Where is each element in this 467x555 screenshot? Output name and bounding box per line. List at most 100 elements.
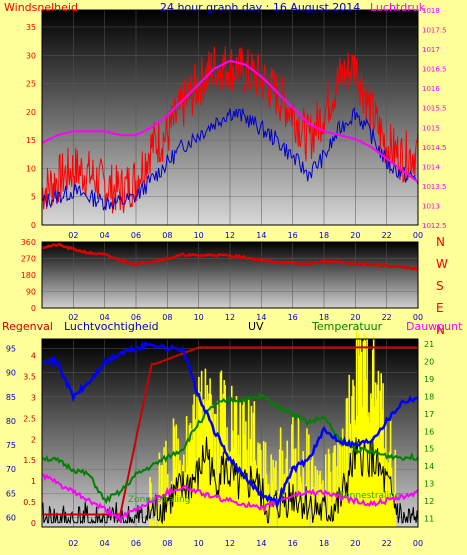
uv-bar	[262, 441, 265, 527]
uv-bar	[267, 483, 270, 527]
uv-bar	[188, 425, 191, 527]
uv-bar	[246, 467, 249, 527]
uv-bar	[355, 329, 358, 527]
uv-bar	[292, 449, 295, 527]
uv-bar	[225, 441, 227, 527]
uv-bar	[356, 415, 359, 527]
uv-bar	[235, 395, 238, 527]
uv-bar	[192, 404, 194, 527]
uv-bar	[387, 462, 390, 527]
uv-bar	[305, 484, 307, 527]
uv-bar	[351, 395, 353, 527]
rain-y-tick: 1	[31, 477, 36, 486]
temp-y-tick: 18	[424, 392, 434, 401]
uv-bar	[214, 414, 217, 527]
wind-x-tick: 20	[350, 231, 360, 240]
dir-x-tick: 10	[194, 313, 204, 322]
uv-bar	[174, 468, 177, 527]
bottom-x-tick: 10	[194, 539, 204, 548]
uv-bar	[181, 495, 183, 527]
uv-bar	[203, 419, 206, 527]
pressure-y-tick: 1013.5	[422, 183, 447, 191]
uv-bar	[264, 442, 267, 527]
uv-bar	[190, 428, 193, 527]
compass-letter-N: N	[436, 235, 445, 249]
uv-bar	[384, 473, 386, 527]
uv-bar	[207, 400, 210, 527]
pressure-y-tick: 1016	[422, 85, 440, 93]
uv-bar	[390, 467, 393, 527]
uv-bar	[209, 378, 211, 527]
uv-bar	[333, 446, 335, 527]
wind-x-tick: 22	[382, 231, 392, 240]
uv-bar	[304, 502, 306, 527]
temperature-axis-label: Temperatuur	[311, 320, 383, 333]
uv-bar	[204, 368, 207, 527]
uv-bar	[167, 505, 170, 527]
uv-bar	[179, 460, 181, 527]
rain-y-tick: 2.5	[23, 414, 36, 423]
uv-bar	[388, 451, 391, 527]
humidity-y-tick: 60	[6, 513, 16, 522]
wind-x-tick: 08	[162, 231, 172, 240]
uv-bar	[150, 482, 152, 527]
chart-marks	[41, 46, 419, 527]
solar-label-2: Zonnestraling	[338, 491, 400, 501]
uv-bar	[393, 492, 396, 527]
uv-bar	[175, 424, 178, 527]
uv-bar	[215, 475, 218, 527]
rain-axis-label: Regenval	[2, 320, 53, 333]
uv-bar	[213, 475, 215, 527]
series-temperature	[41, 392, 419, 505]
uv-bar	[214, 413, 216, 527]
tick-labels: 051015202530351012.510131013.510141014.5…	[6, 7, 448, 548]
uv-bar	[228, 452, 230, 527]
uv-bar	[268, 507, 271, 527]
temp-y-tick: 12	[424, 497, 434, 506]
uv-bar	[340, 506, 343, 527]
uv-bar	[349, 423, 351, 527]
temp-y-tick: 14	[424, 462, 434, 471]
pressure-y-tick: 1014	[422, 163, 440, 171]
bottom-x-tick: 20	[350, 539, 360, 548]
wind-y-tick: 30	[26, 51, 36, 60]
uv-bar	[210, 394, 212, 527]
dir-x-tick: 00	[413, 313, 423, 322]
rain-y-tick: 0.5	[23, 498, 36, 507]
uv-bar	[316, 469, 319, 527]
uv-bar	[201, 424, 204, 527]
uv-bar	[178, 464, 180, 527]
uv-bar	[381, 409, 383, 527]
pressure-y-tick: 1015	[422, 124, 440, 132]
uv-bar	[334, 445, 336, 527]
uv-bar	[339, 446, 342, 527]
uv-bar	[279, 427, 282, 527]
series-dewpoint	[41, 473, 419, 524]
wind-x-tick: 10	[194, 231, 204, 240]
dir-y-tick: 0	[31, 304, 36, 313]
pressure-y-tick: 1018	[422, 7, 440, 15]
uv-bar	[318, 474, 320, 527]
uv-bar	[337, 441, 339, 527]
uv-bar	[285, 458, 288, 527]
pressure-y-tick: 1012.5	[422, 222, 447, 230]
temp-y-tick: 17	[424, 410, 434, 419]
uv-bar	[291, 424, 293, 527]
dir-y-tick: 90	[26, 288, 36, 297]
uv-bar	[344, 484, 347, 527]
panel-border-1	[41, 241, 419, 309]
uv-bar	[253, 401, 256, 527]
uv-bar	[378, 437, 381, 527]
uv-bar	[220, 370, 223, 527]
pressure-y-tick: 1015.5	[422, 105, 447, 113]
bottom-x-tick: 12	[225, 539, 235, 548]
uv-bar	[250, 405, 253, 527]
wind-y-tick: 5	[31, 193, 36, 202]
uv-bar	[184, 472, 187, 527]
uv-bar	[312, 487, 315, 527]
uv-bar	[348, 374, 351, 527]
panel-border-2	[41, 338, 419, 528]
chart-title: 24 hour graph day : 16 August 2014	[160, 1, 360, 14]
compass-letter-S: S	[436, 279, 444, 293]
uv-bar	[370, 393, 372, 527]
